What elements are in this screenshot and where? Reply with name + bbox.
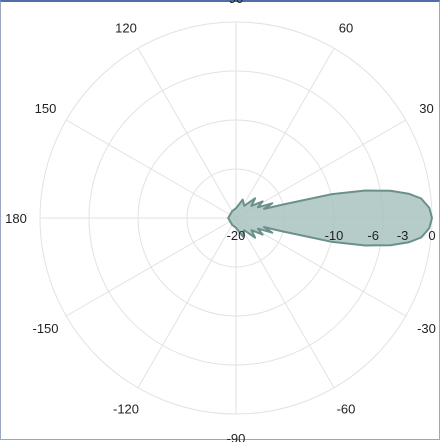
angle-tick-labels: 90 60 30 0 -30 -60 -90 -120 -150 180 150 120 xyxy=(5,0,436,442)
angle-tick-label: 60 xyxy=(339,21,353,36)
grid-spoke-120 xyxy=(137,48,237,219)
angle-tick-label: -150 xyxy=(32,321,58,336)
angle-tick-label: 120 xyxy=(115,21,137,36)
angle-tick-label: 90 xyxy=(229,0,243,6)
grid-spoke-60 xyxy=(235,48,335,219)
radial-tick-label: -10 xyxy=(325,228,344,243)
grid-spoke-m150 xyxy=(66,217,237,317)
radial-tick-labels: -20 -10 -6 -3 0 xyxy=(227,228,436,243)
grid-spoke-m60 xyxy=(235,217,335,388)
grid-spoke-30 xyxy=(235,119,406,219)
grid-spoke-m30 xyxy=(235,217,406,317)
pattern-series-1 xyxy=(227,189,433,247)
angle-tick-label: -90 xyxy=(227,431,246,442)
radiation-pattern xyxy=(227,189,433,247)
angle-tick-label: 180 xyxy=(5,211,27,226)
angle-tick-label: 150 xyxy=(35,101,57,116)
radial-tick-label: -3 xyxy=(397,228,409,243)
grid-spoke-m120 xyxy=(137,217,237,388)
angle-tick-label: 30 xyxy=(419,101,433,116)
radial-tick-label: 0 xyxy=(428,228,435,243)
angle-tick-label: -60 xyxy=(337,402,356,417)
angle-tick-label: -30 xyxy=(417,321,436,336)
radial-tick-label: -6 xyxy=(367,228,379,243)
grid-spoke-150 xyxy=(66,119,237,219)
angle-tick-label: -120 xyxy=(113,402,139,417)
radial-tick-label: -20 xyxy=(227,228,246,243)
